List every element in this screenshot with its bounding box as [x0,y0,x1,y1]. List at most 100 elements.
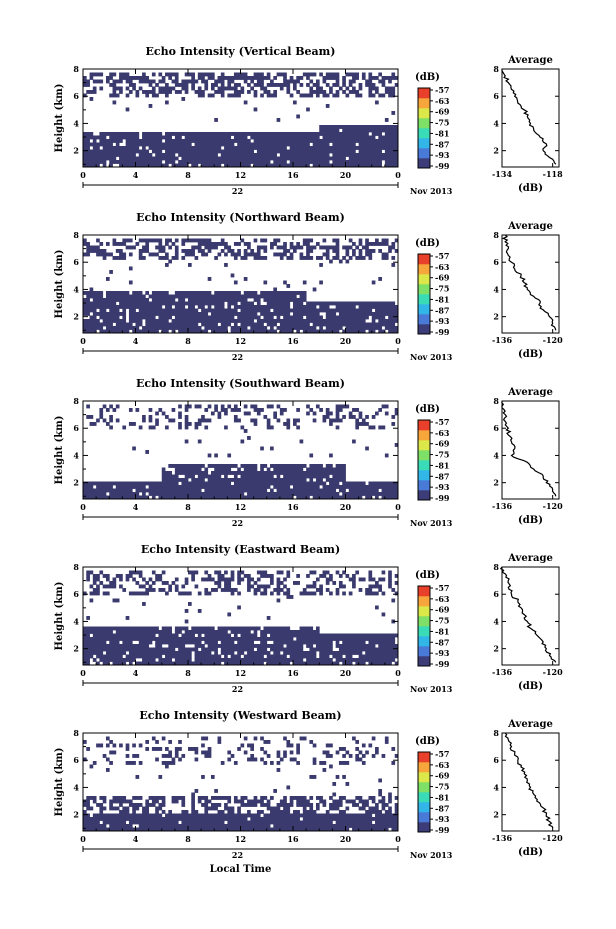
echo-cell [191,326,195,330]
echo-cell [384,492,389,496]
echo-cell [122,72,127,77]
echo-cell [86,163,90,168]
echo-cell [378,640,382,645]
echo-cell [289,640,294,645]
echo-cell [178,142,182,147]
echo-cell [178,591,182,596]
echo-cell [178,467,182,472]
echo-cell [184,495,189,500]
echo-cell [148,326,153,330]
echo-cell [86,308,90,313]
echo-cell [233,301,238,306]
echo-cell [158,249,163,253]
echo-cell [371,132,376,136]
echo-cell [214,453,218,458]
echo-cell [352,488,356,493]
echo-cell [355,319,360,323]
echo-cell [197,160,202,164]
echo-cell [378,242,382,246]
average-x-tick-label: -118 [543,169,563,179]
echo-cell [145,139,150,143]
echo-cell [358,315,363,320]
echo-cell [348,647,353,652]
echo-cell [391,132,396,136]
echo-cell [122,149,127,154]
echo-cell [96,322,100,327]
echo-cell [247,651,251,655]
echo-cell [233,146,238,150]
echo-cell [191,315,195,320]
echo-cell [352,495,356,500]
echo-cell [381,481,386,486]
echo-cell [178,654,182,659]
echo-cell [145,312,150,316]
echo-cell [224,485,228,489]
echo-cell [378,661,382,666]
echo-cell [210,86,215,91]
echo-cell [319,142,323,147]
echo-cell [315,132,320,136]
echo-cell [115,481,120,486]
echo-cell [345,128,350,133]
average-frame [501,400,560,500]
echo-cell [161,90,166,94]
echo-cell [276,305,281,309]
echo-cell [371,83,376,87]
echo-cell [345,644,350,648]
echo-cell [214,308,218,313]
echo-cell [260,312,264,316]
echo-cell [270,633,274,638]
echo-cell [197,72,202,77]
echo-cell [161,661,166,666]
echo-cell [191,485,195,489]
echo-cell [96,485,100,489]
echo-cell [142,163,146,168]
echo-cell [368,139,373,143]
echo-cell [184,291,189,295]
echo-cell [204,245,209,250]
echo-cell [135,242,140,246]
echo-cell [178,83,182,87]
echo-cell [207,626,212,631]
echo-cell [260,146,264,150]
echo-cell [224,242,228,246]
echo-cell [92,301,97,306]
colorbar-segment [418,430,430,441]
echo-cell [135,630,140,634]
echo-cell [158,146,163,150]
echo-cell [289,467,294,472]
echo-cell [279,488,284,493]
echo-cell [325,492,330,496]
echo-cell [191,312,195,316]
echo-cell [381,79,386,84]
echo-cell [299,651,304,655]
echo-cell [315,139,320,143]
echo-cell [368,142,373,147]
echo-cell [381,128,386,133]
echo-cell [148,637,153,641]
echo-cell [112,90,117,94]
echo-cell [178,329,182,334]
echo-cell [102,661,107,666]
echo-cell [332,128,337,133]
echo-cell [338,153,343,157]
echo-cell [135,654,140,659]
echo-cell [243,139,248,143]
x-tick-label: 4 [133,170,139,180]
echo-cell [312,464,317,468]
echo-cell [92,294,97,299]
echo-cell [296,467,300,472]
echo-cell [361,125,366,129]
echo-cell [266,83,271,87]
echo-cell [247,301,251,306]
echo-cell [135,633,140,638]
echo-cell [233,661,238,666]
echo-cell [266,76,271,80]
y-tick-label: 4 [73,450,79,460]
echo-cell [371,654,376,659]
echo-cell [165,294,169,299]
echo-cell [155,312,159,316]
echo-cell [158,238,163,243]
echo-cell [260,658,264,662]
echo-cell [352,163,356,168]
